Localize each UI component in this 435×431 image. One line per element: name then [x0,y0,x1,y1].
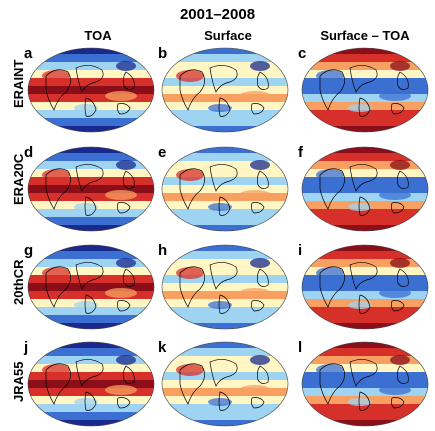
map-a [27,47,155,133]
map-panel-k: k [158,339,290,428]
map-l [301,341,429,427]
panel-letter-c: c [298,45,307,62]
panel-letter-e: e [158,144,167,161]
panel-letter-i: i [298,242,303,259]
map-j [27,341,155,427]
column-header-toa: TOA [84,28,112,43]
panel-letter-k: k [158,339,167,356]
map-panel-e: e [158,144,290,233]
map-e [161,146,289,232]
map-k [161,341,289,427]
map-h [161,244,289,330]
coastline-d [45,164,135,216]
map-d [27,146,155,232]
coastline-i [319,262,409,314]
map-panel-a: a [24,45,156,134]
map-panel-d: d [24,144,156,233]
column-header-surface: Surface [204,28,252,43]
coastline-h [179,262,269,314]
coastline-c [319,65,409,117]
map-panel-b: b [158,45,290,134]
map-panel-c: c [298,45,430,134]
panel-letter-g: g [24,242,34,259]
coastline-g [45,262,135,314]
map-g [27,244,155,330]
panel-letter-d: d [24,144,34,161]
map-b [161,47,289,133]
map-panel-h: h [158,242,290,331]
map-f [301,146,429,232]
coastline-b [179,65,269,117]
column-header-diff: Surface – TOA [320,28,410,43]
coastline-k [179,359,269,411]
panel-letter-a: a [24,45,33,62]
coastline-l [319,359,409,411]
panel-letter-h: h [158,242,168,259]
map-panel-f: f [298,144,430,233]
panel-letter-b: b [158,45,168,62]
coastline-a [45,65,135,117]
map-panel-l: l [298,339,430,428]
panel-letter-j: j [24,339,29,356]
coastline-f [319,164,409,216]
coastline-j [45,359,135,411]
map-panel-j: j [24,339,156,428]
map-panel-i: i [298,242,430,331]
coastline-e [179,164,269,216]
map-c [301,47,429,133]
figure-title: 2001–2008 [179,6,256,23]
panel-letter-l: l [298,339,303,356]
map-i [301,244,429,330]
map-panel-g: g [24,242,156,331]
panel-letter-f: f [298,144,303,161]
